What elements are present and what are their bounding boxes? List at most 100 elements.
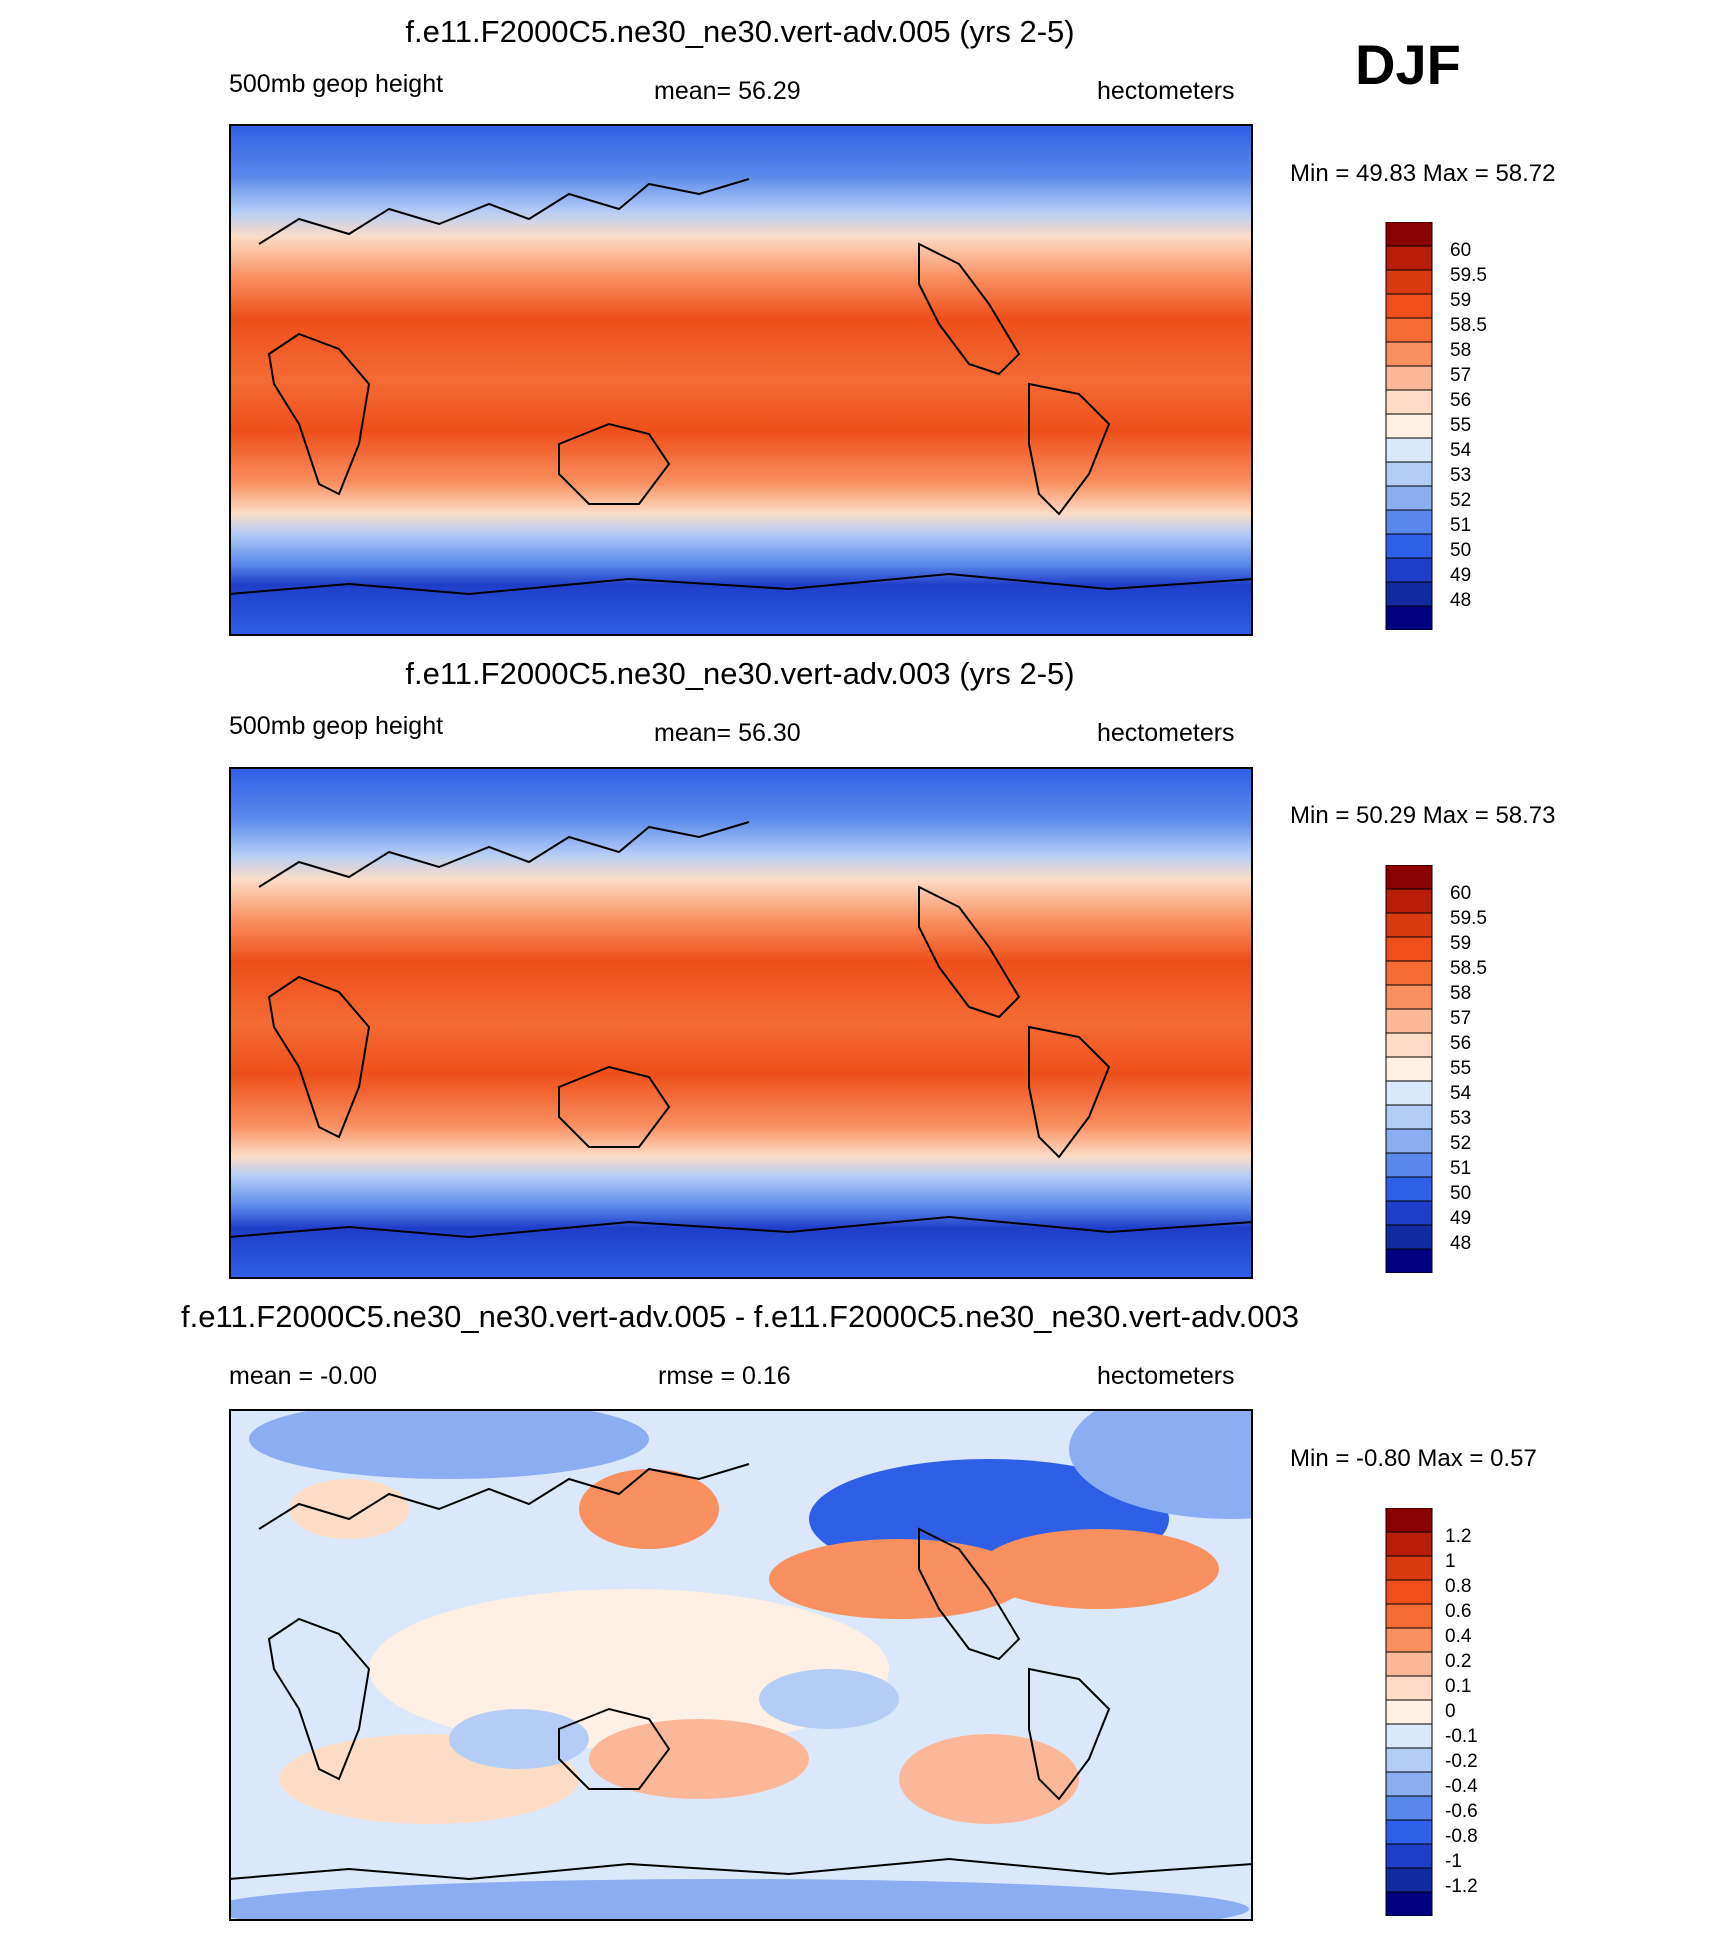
panel1-minmax: Min = 49.83 Max = 58.72 xyxy=(1290,160,1556,187)
colorbar-swatch xyxy=(1385,1128,1433,1154)
panel3-colorbar xyxy=(1385,1508,1433,1916)
cb3-label: -1 xyxy=(1445,1851,1462,1872)
colorbar-swatch xyxy=(1385,605,1433,630)
cb2-label: 54 xyxy=(1450,1083,1472,1104)
colorbar-swatch xyxy=(1385,1056,1433,1082)
cb1-label: 60 xyxy=(1450,240,1472,261)
colorbar-swatch xyxy=(1385,1152,1433,1178)
colorbar-swatch xyxy=(1385,1032,1433,1058)
colorbar-swatch xyxy=(1385,509,1433,535)
colorbar-swatch xyxy=(1385,1531,1433,1557)
colorbar-swatch xyxy=(1385,557,1433,583)
colorbar-swatch xyxy=(1385,389,1433,415)
cb1-label: 53 xyxy=(1450,465,1472,486)
cb1-label: 56 xyxy=(1450,390,1472,411)
colorbar-swatch xyxy=(1385,1675,1433,1701)
colorbar-swatch xyxy=(1385,1867,1433,1893)
colorbar-swatch xyxy=(1385,936,1433,962)
panel2-minmax: Min = 50.29 Max = 58.73 xyxy=(1290,802,1556,829)
cb2-label: 57 xyxy=(1450,1008,1472,1029)
colorbar-swatch xyxy=(1385,984,1433,1010)
cb3-label: -0.2 xyxy=(1445,1751,1478,1772)
cb1-label: 58 xyxy=(1450,340,1472,361)
colorbar-swatch xyxy=(1385,1555,1433,1581)
cb1-label: 59 xyxy=(1450,290,1472,311)
colorbar-swatch xyxy=(1385,1699,1433,1725)
colorbar-swatch xyxy=(1385,269,1433,295)
panel2-mean: mean= 56.30 xyxy=(654,719,801,747)
cb3-label: 0.2 xyxy=(1445,1651,1472,1672)
cb2-label: 49 xyxy=(1450,1208,1472,1229)
panel1-variable: 500mb geop height xyxy=(229,70,444,98)
cb3-label: 0.8 xyxy=(1445,1576,1472,1597)
panel3-map xyxy=(229,1409,1253,1921)
colorbar-swatch xyxy=(1385,1104,1433,1130)
colorbar-swatch xyxy=(1385,1508,1433,1533)
colorbar-swatch xyxy=(1385,1224,1433,1250)
colorbar-swatch xyxy=(1385,222,1433,247)
panel1-units: hectometers xyxy=(1097,77,1235,105)
panel2-units: hectometers xyxy=(1097,719,1235,747)
colorbar-swatch xyxy=(1385,1843,1433,1869)
panel2-map xyxy=(229,767,1253,1279)
cb2-label: 52 xyxy=(1450,1133,1472,1154)
cb1-label: 57 xyxy=(1450,365,1472,386)
colorbar-swatch xyxy=(1385,1080,1433,1106)
panel3-units: hectometers xyxy=(1097,1362,1235,1390)
colorbar-swatch xyxy=(1385,581,1433,607)
colorbar-swatch xyxy=(1385,341,1433,367)
panel3-coastlines xyxy=(229,1463,1253,1881)
panel3-minmax: Min = -0.80 Max = 0.57 xyxy=(1290,1445,1537,1472)
colorbar-swatch xyxy=(1385,245,1433,271)
cb3-label: 1.2 xyxy=(1445,1526,1472,1547)
cb2-label: 59.5 xyxy=(1450,908,1487,929)
colorbar-swatch xyxy=(1385,1723,1433,1749)
cb3-label: -0.6 xyxy=(1445,1801,1478,1822)
colorbar-swatch xyxy=(1385,1248,1433,1273)
colorbar-swatch xyxy=(1385,485,1433,511)
panel2-colorbar xyxy=(1385,865,1433,1273)
colorbar-swatch xyxy=(1385,461,1433,487)
panel3-title: f.e11.F2000C5.ne30_ne30.vert-adv.005 - f… xyxy=(181,1299,1299,1334)
colorbar-swatch xyxy=(1385,1795,1433,1821)
cb3-label: -0.8 xyxy=(1445,1826,1478,1847)
colorbar-swatch xyxy=(1385,960,1433,986)
cb1-label: 58.5 xyxy=(1450,315,1487,336)
cb2-label: 48 xyxy=(1450,1233,1472,1254)
colorbar-swatch xyxy=(1385,437,1433,463)
colorbar-swatch xyxy=(1385,912,1433,938)
colorbar-swatch xyxy=(1385,1176,1433,1202)
panel2-title: f.e11.F2000C5.ne30_ne30.vert-adv.003 (yr… xyxy=(405,656,1075,691)
cb3-label: 0.4 xyxy=(1445,1626,1472,1647)
panel1-mean: mean= 56.29 xyxy=(654,77,801,105)
panel2-variable: 500mb geop height xyxy=(229,712,444,740)
colorbar-swatch xyxy=(1385,317,1433,343)
cb3-label: 0 xyxy=(1445,1701,1456,1722)
colorbar-swatch xyxy=(1385,1819,1433,1845)
cb2-label: 56 xyxy=(1450,1033,1472,1054)
panel2-coastlines xyxy=(229,821,1253,1239)
colorbar-swatch xyxy=(1385,1747,1433,1773)
panel1-field xyxy=(229,124,1253,636)
season-label: DJF xyxy=(1355,33,1461,96)
cb1-label: 55 xyxy=(1450,415,1472,436)
colorbar-swatch xyxy=(1385,413,1433,439)
colorbar-swatch xyxy=(1385,1200,1433,1226)
colorbar-swatch xyxy=(1385,293,1433,319)
panel2-field xyxy=(229,767,1253,1279)
colorbar-swatch xyxy=(1385,1771,1433,1797)
cb2-label: 55 xyxy=(1450,1058,1472,1079)
cb2-label: 60 xyxy=(1450,883,1472,904)
cb2-label: 59 xyxy=(1450,933,1472,954)
cb1-label: 51 xyxy=(1450,515,1472,536)
colorbar-swatch xyxy=(1385,888,1433,914)
panel3-mean: mean = -0.00 xyxy=(229,1362,378,1390)
colorbar-swatch xyxy=(1385,1603,1433,1629)
cb1-label: 50 xyxy=(1450,540,1472,561)
cb1-label: 59.5 xyxy=(1450,265,1487,286)
panel3-rmse: rmse = 0.16 xyxy=(658,1362,791,1390)
panel1-title: f.e11.F2000C5.ne30_ne30.vert-adv.005 (yr… xyxy=(405,14,1075,49)
colorbar-swatch xyxy=(1385,365,1433,391)
cb3-label: 0.6 xyxy=(1445,1601,1472,1622)
cb3-label: -0.4 xyxy=(1445,1776,1478,1797)
